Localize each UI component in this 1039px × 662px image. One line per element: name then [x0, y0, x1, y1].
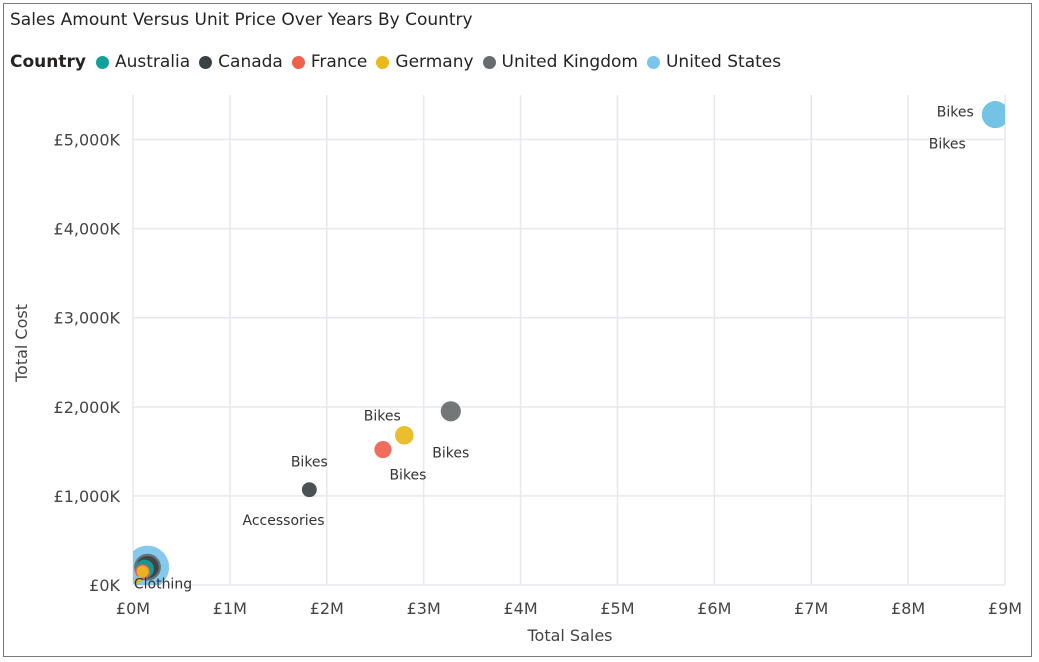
legend-title: Country [10, 52, 86, 72]
x-tick-label: £4M [503, 599, 537, 618]
x-tick-label: £6M [697, 599, 731, 618]
bubble-united-states-bikes [981, 101, 1005, 129]
data-label: Bikes [937, 105, 974, 121]
legend-marker [646, 55, 660, 69]
data-label: Clothing [134, 577, 192, 593]
x-tick-label: £3M [407, 599, 441, 618]
data-label: Bikes [432, 445, 469, 461]
legend-item-australia[interactable]: Australia [95, 52, 191, 72]
data-label: Accessories [243, 513, 325, 529]
bubble-france-bikes [374, 441, 392, 459]
data-label: Bikes [389, 468, 426, 484]
bubble-germany-clothing [134, 577, 142, 584]
x-tick-label: £2M [310, 599, 344, 618]
chart-title: Sales Amount Versus Unit Price Over Year… [10, 10, 473, 30]
legend-label: Canada [218, 52, 283, 72]
y-tick-label: £3,000K [54, 309, 121, 328]
legend-item-france[interactable]: France [291, 52, 368, 72]
y-tick-label: £4,000K [54, 220, 121, 239]
legend-label: United States [665, 52, 782, 72]
legend-marker [376, 55, 390, 69]
x-tick-label: £7M [794, 599, 828, 618]
y-tick-label: £5,000K [54, 131, 121, 150]
data-label: Bikes [364, 408, 401, 424]
bubble-canada-bikes [301, 482, 317, 498]
legend-label: Australia [114, 52, 191, 72]
x-tick-label: £1M [213, 599, 247, 618]
data-label: Bikes [291, 455, 328, 471]
legend-label: Germany [395, 52, 474, 72]
bubbles [133, 101, 1005, 585]
legend-item-canada[interactable]: Canada [199, 52, 283, 72]
data-label: Bikes [929, 137, 966, 153]
legend-marker [199, 55, 213, 69]
legend-marker [291, 55, 305, 69]
legend-label: France [310, 52, 368, 72]
bubble-united-kingdom-bikes [440, 401, 461, 422]
y-tick-label: £0K [89, 576, 120, 595]
y-axis-title: Total Cost [12, 304, 31, 383]
legend: Country Australia Canada France Germany Unit… [10, 52, 790, 72]
legend-item-united-kingdom[interactable]: United Kingdom [482, 52, 638, 72]
legend-items: Australia Canada France Germany United Kingd… [95, 52, 790, 72]
x-tick-label: £0M [116, 599, 150, 618]
chart-frame [3, 3, 1032, 657]
y-tick-label: £1,000K [54, 487, 121, 506]
legend-marker [95, 55, 109, 69]
bubble-germany-accessories [136, 565, 149, 578]
y-tick-label: £2,000K [54, 398, 121, 417]
legend-marker [482, 55, 496, 69]
x-axis-title: Total Sales [526, 626, 612, 645]
bubble-germany-bikes [394, 426, 414, 445]
legend-item-united-states[interactable]: United States [646, 52, 782, 72]
legend-label: United Kingdom [501, 52, 638, 72]
legend-item-germany[interactable]: Germany [376, 52, 474, 72]
x-tick-label: £5M [600, 599, 634, 618]
x-tick-label: £8M [891, 599, 925, 618]
x-tick-label: £9M [988, 599, 1022, 618]
